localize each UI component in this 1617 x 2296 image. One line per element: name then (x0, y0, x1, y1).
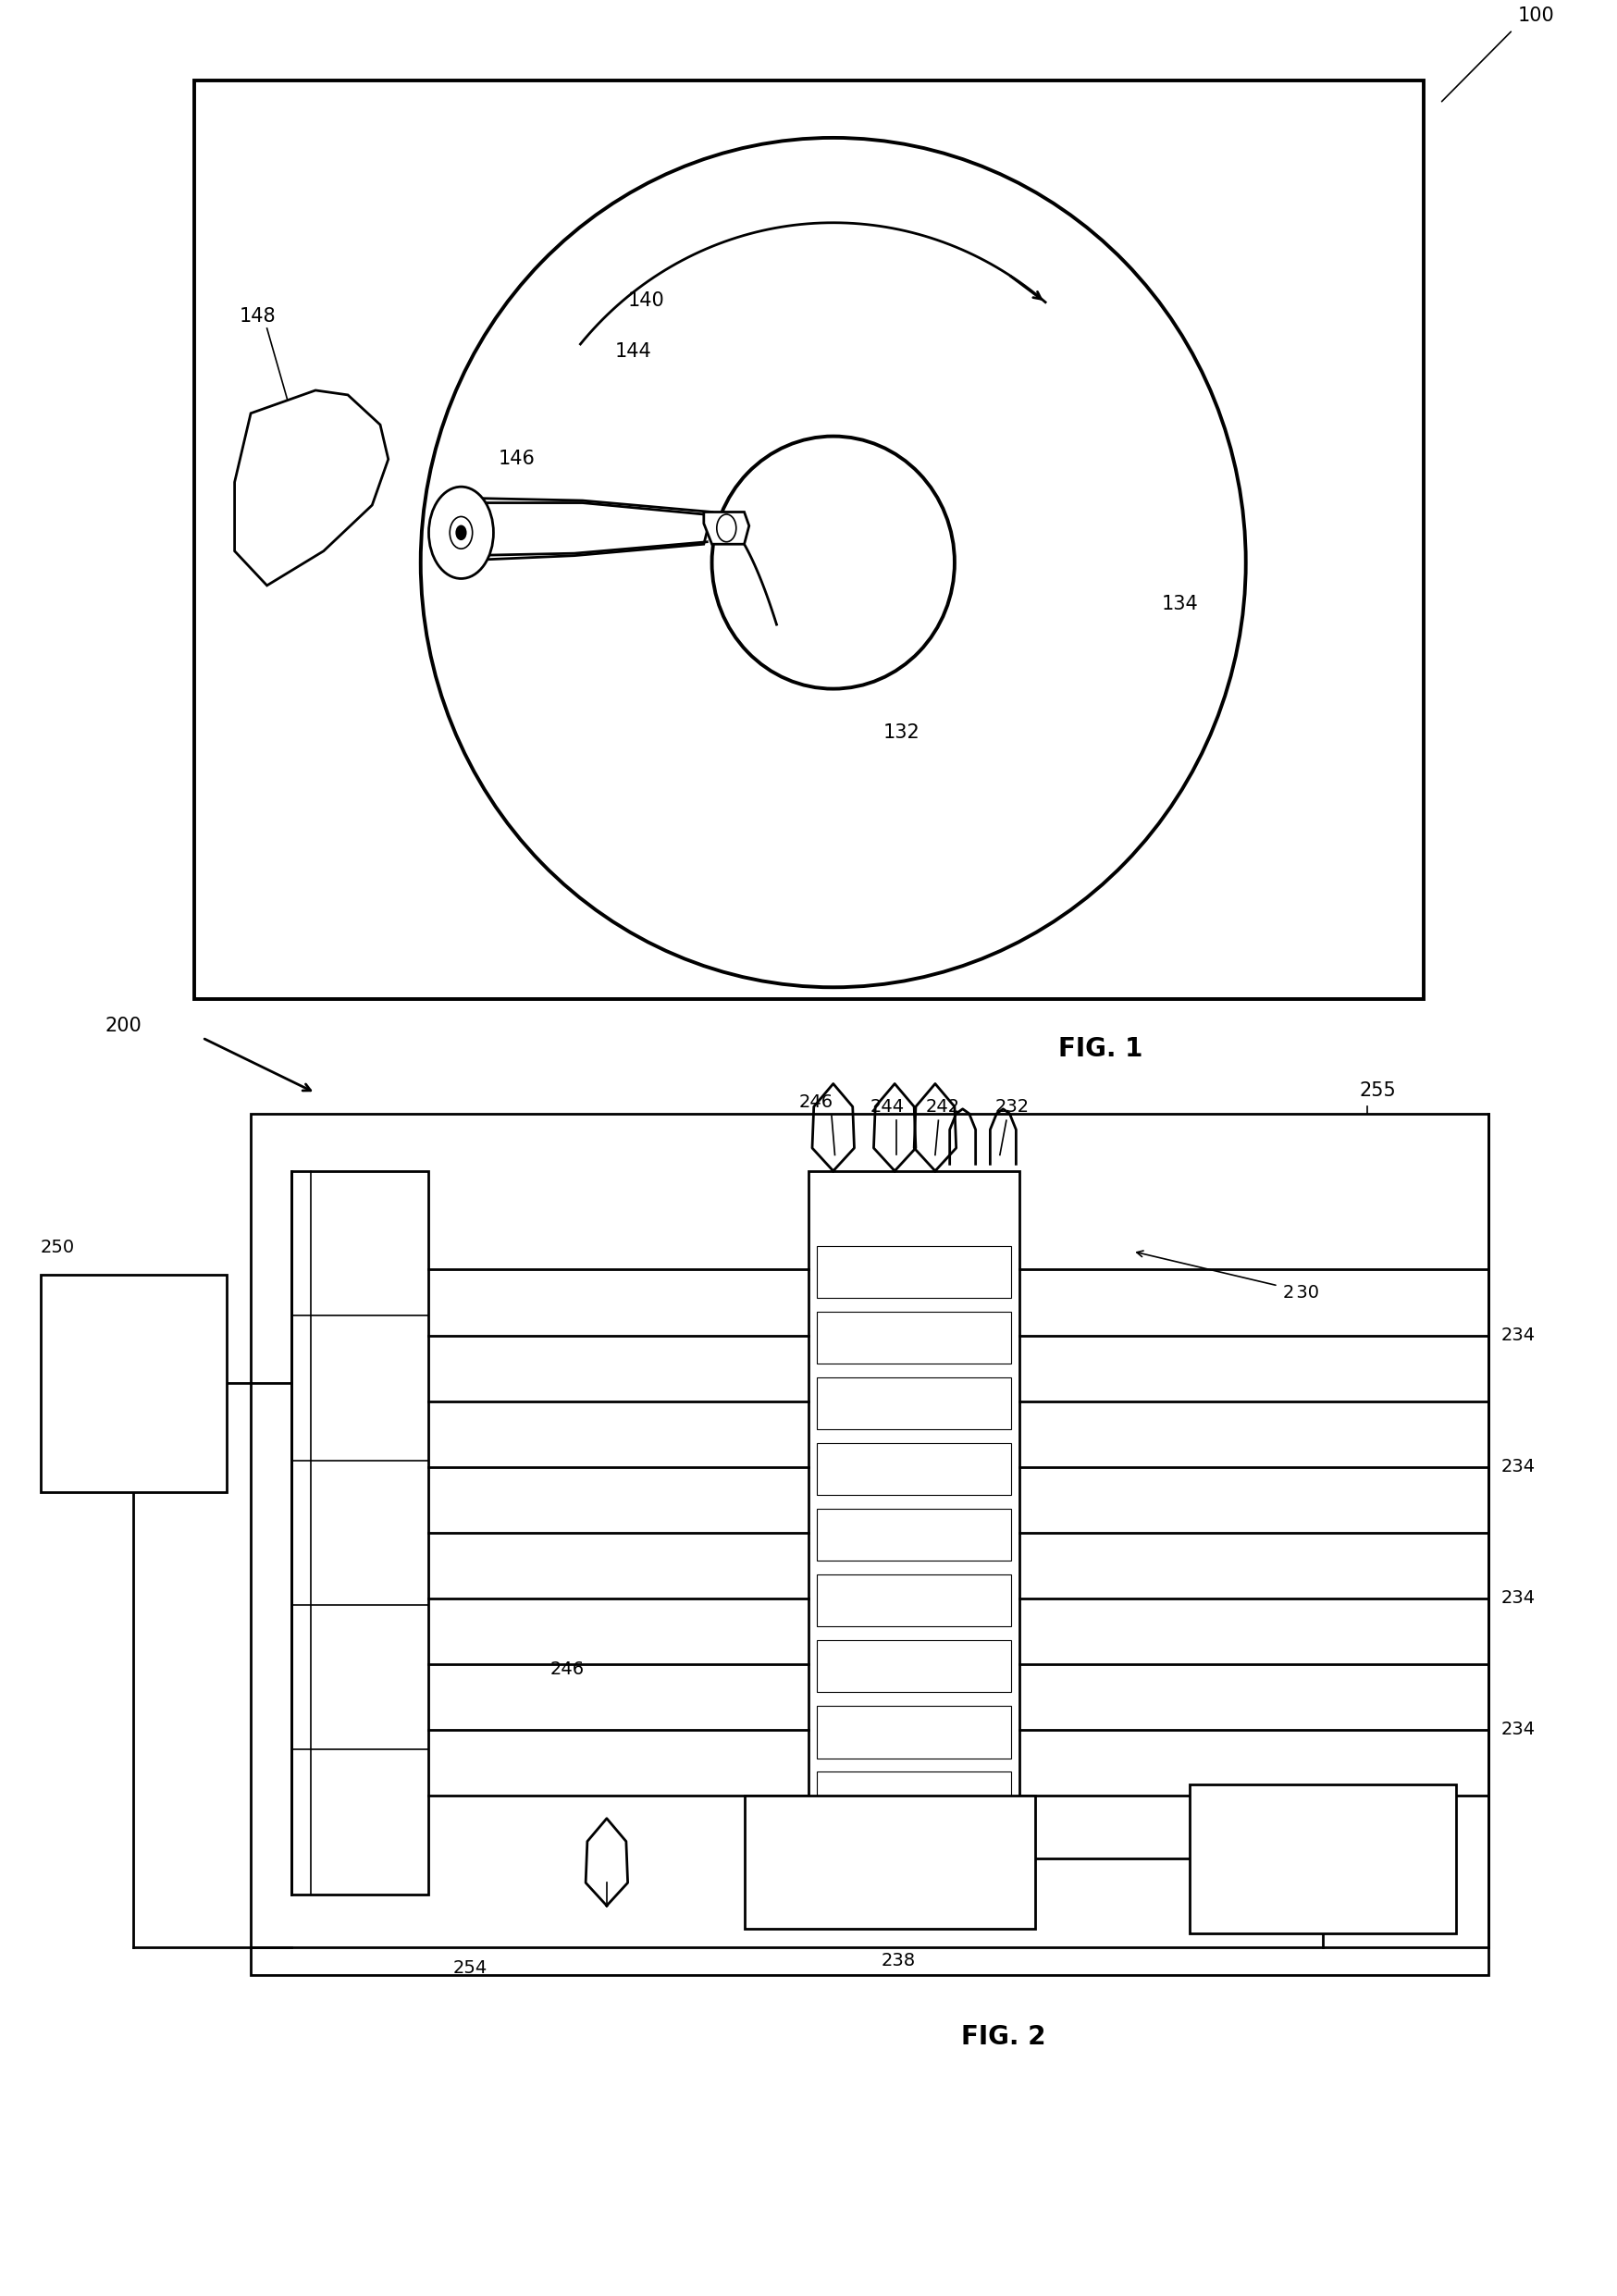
Bar (291, 1171, 429, 1894)
Bar (817, 1773, 1011, 1823)
Polygon shape (234, 390, 388, 585)
Text: 234: 234 (1501, 1589, 1535, 1607)
Text: 2 30: 2 30 (1282, 1283, 1318, 1302)
Text: 250: 250 (40, 1238, 74, 1256)
Text: CIRCUITRY: CIRCUITRY (97, 1410, 170, 1421)
Bar (817, 1247, 1011, 1297)
Text: FIG. 2: FIG. 2 (960, 2023, 1045, 2050)
Text: MOTOR: MOTOR (1297, 1830, 1347, 1841)
Text: 248: 248 (922, 1442, 956, 1460)
Text: 100: 100 (1517, 7, 1554, 25)
Ellipse shape (711, 436, 954, 689)
Bar (817, 1706, 1011, 1759)
Bar (40, 1274, 226, 1492)
Text: 236: 236 (872, 1853, 907, 1871)
Bar (251, 1114, 1488, 1975)
Text: 238: 238 (880, 1952, 915, 1970)
Circle shape (716, 514, 736, 542)
Circle shape (450, 517, 472, 549)
Text: 140: 140 (627, 292, 665, 310)
Bar (817, 1575, 1011, 1626)
Polygon shape (445, 498, 711, 560)
Text: 246: 246 (799, 1093, 833, 1111)
Text: 254: 254 (453, 1958, 487, 1977)
Text: 234: 234 (1501, 1327, 1535, 1343)
Text: 144: 144 (614, 342, 652, 360)
Bar (194, 80, 1423, 999)
Text: PROCESSING: PROCESSING (89, 1350, 178, 1364)
Bar (1188, 1784, 1455, 1933)
Text: 234: 234 (1501, 1458, 1535, 1476)
Text: 146: 146 (498, 450, 535, 468)
Bar (817, 1311, 1011, 1364)
Text: 134: 134 (1161, 595, 1198, 613)
Text: CONTROLLER: CONTROLLER (1276, 1880, 1368, 1892)
Text: 246: 246 (550, 1660, 584, 1678)
Text: 244: 244 (870, 1097, 904, 1116)
Text: FIG. 1: FIG. 1 (1058, 1035, 1142, 1063)
Ellipse shape (420, 138, 1245, 987)
Text: 242: 242 (925, 1097, 959, 1116)
Text: 148: 148 (239, 308, 277, 326)
Text: 232: 232 (994, 1097, 1028, 1116)
Circle shape (456, 526, 466, 540)
Text: 132: 132 (883, 723, 920, 742)
Text: 200: 200 (105, 1017, 142, 1035)
Bar (817, 1444, 1011, 1495)
Bar (817, 1378, 1011, 1430)
Text: 255: 255 (1358, 1081, 1395, 1100)
Bar (817, 1639, 1011, 1692)
Text: 142: 142 (724, 579, 762, 597)
Text: 234: 234 (1501, 1722, 1535, 1738)
Bar (744, 1795, 1035, 1929)
Bar (808, 1171, 1019, 1894)
Circle shape (429, 487, 493, 579)
Polygon shape (703, 512, 749, 544)
Bar (817, 1508, 1011, 1561)
